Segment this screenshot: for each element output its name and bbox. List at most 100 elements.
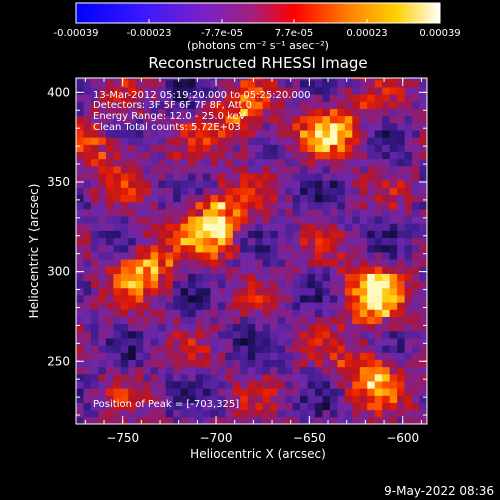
colorbar-tick-label: 7.7e-05 <box>275 28 313 39</box>
heatmap-cell <box>292 309 301 317</box>
heatmap-cell <box>300 280 309 289</box>
heatmap-cell <box>158 78 167 81</box>
heatmap-cell <box>135 302 144 310</box>
heatmap-cell <box>105 330 114 339</box>
heatmap-cell <box>367 402 376 411</box>
heatmap-cell <box>180 194 189 203</box>
heatmap-cell <box>232 388 241 396</box>
heatmap-cell <box>292 180 301 188</box>
heatmap-cell <box>202 345 211 353</box>
heatmap-cell <box>285 273 294 282</box>
heatmap-cell <box>352 165 361 174</box>
heatmap-cell <box>135 187 144 196</box>
heatmap-cell <box>202 316 211 325</box>
heatmap-cell <box>404 337 413 346</box>
heatmap-cell <box>247 330 256 339</box>
heatmap-cell <box>359 208 368 217</box>
heatmap-cell <box>143 137 152 145</box>
heatmap-cell <box>307 122 316 131</box>
heatmap-cell <box>322 380 331 389</box>
heatmap-cell <box>419 158 427 167</box>
heatmap-cell <box>217 287 226 296</box>
heatmap-cell <box>285 323 294 332</box>
heatmap-cell <box>135 316 144 325</box>
heatmap-cell <box>202 251 211 260</box>
heatmap-cell <box>202 294 211 303</box>
y-axis-label: Heliocentric Y (arcsec) <box>27 184 41 319</box>
annotation-energy-range: Energy Range: 12.0 - 25.0 keV <box>93 111 246 122</box>
heatmap-cell <box>135 144 144 153</box>
heatmap-cell <box>352 388 361 396</box>
heatmap-cell <box>83 280 92 289</box>
heatmap-cell <box>158 402 167 411</box>
heatmap-cell <box>337 180 346 188</box>
heatmap-cell <box>314 337 323 346</box>
heatmap-cell <box>397 216 406 224</box>
heatmap-cell <box>195 316 204 325</box>
heatmap-cell <box>404 187 413 196</box>
heatmap-cell <box>367 201 376 210</box>
heatmap-cell <box>173 259 182 267</box>
heatmap-cell <box>90 144 99 153</box>
heatmap-cell <box>188 165 196 174</box>
heatmap-cell <box>120 187 129 196</box>
heatmap-cell <box>344 230 353 239</box>
heatmap-cell <box>135 352 144 360</box>
heatmap-cell <box>255 416 264 424</box>
colorbar-tick-label: -0.00039 <box>54 28 99 39</box>
heatmap-cell <box>195 158 204 167</box>
heatmap-cell <box>255 158 264 167</box>
heatmap-cell <box>173 380 182 389</box>
heatmap-cell <box>217 294 226 303</box>
heatmap-cell <box>83 309 92 317</box>
heatmap-cell <box>352 108 361 117</box>
heatmap-cell <box>105 309 114 317</box>
heatmap-cell <box>247 323 256 332</box>
heatmap-cell <box>240 187 249 196</box>
heatmap-cell <box>83 122 92 131</box>
heatmap-cell <box>307 237 316 246</box>
heatmap-cell <box>225 287 234 296</box>
heatmap-cell <box>217 251 226 260</box>
heatmap-cell <box>76 122 84 131</box>
heatmap-cell <box>404 259 413 267</box>
heatmap-cell <box>412 223 421 231</box>
heatmap-cell <box>262 86 271 95</box>
heatmap-cell <box>225 273 234 282</box>
heatmap-cell <box>270 151 279 160</box>
heatmap-cell <box>143 316 152 325</box>
heatmap-cell <box>165 359 174 368</box>
heatmap-cell <box>367 86 376 95</box>
heatmap-cell <box>389 416 398 424</box>
heatmap-cell <box>113 230 122 239</box>
heatmap-cell <box>359 129 368 138</box>
heatmap-cell <box>83 287 92 296</box>
heatmap-cell <box>292 352 301 360</box>
heatmap-cell <box>270 208 279 217</box>
heatmap-cell <box>322 251 331 260</box>
heatmap-cell <box>76 165 84 174</box>
heatmap-cell <box>314 230 323 239</box>
heatmap-cell <box>262 352 271 360</box>
heatmap-cell <box>419 388 427 396</box>
heatmap-cell <box>389 409 398 418</box>
heatmap-cell <box>120 380 129 389</box>
heatmap-cell <box>247 316 256 325</box>
heatmap-cell <box>180 388 189 396</box>
y-tick-label: 300 <box>47 265 70 279</box>
heatmap-cell <box>307 187 316 196</box>
heatmap-cell <box>382 86 391 95</box>
heatmap-cell <box>247 173 256 181</box>
heatmap-cell <box>105 187 114 196</box>
heatmap-cell <box>300 129 309 138</box>
heatmap-cell <box>195 352 204 360</box>
heatmap-cell <box>285 78 294 81</box>
heatmap-cell <box>135 129 144 138</box>
heatmap-cell <box>247 208 256 217</box>
heatmap-cell <box>412 137 421 145</box>
heatmap-cell <box>165 259 174 267</box>
heatmap-cell <box>337 101 346 109</box>
plot-frame <box>75 77 428 425</box>
heatmap-cell <box>322 359 331 368</box>
heatmap-cell <box>165 380 174 389</box>
